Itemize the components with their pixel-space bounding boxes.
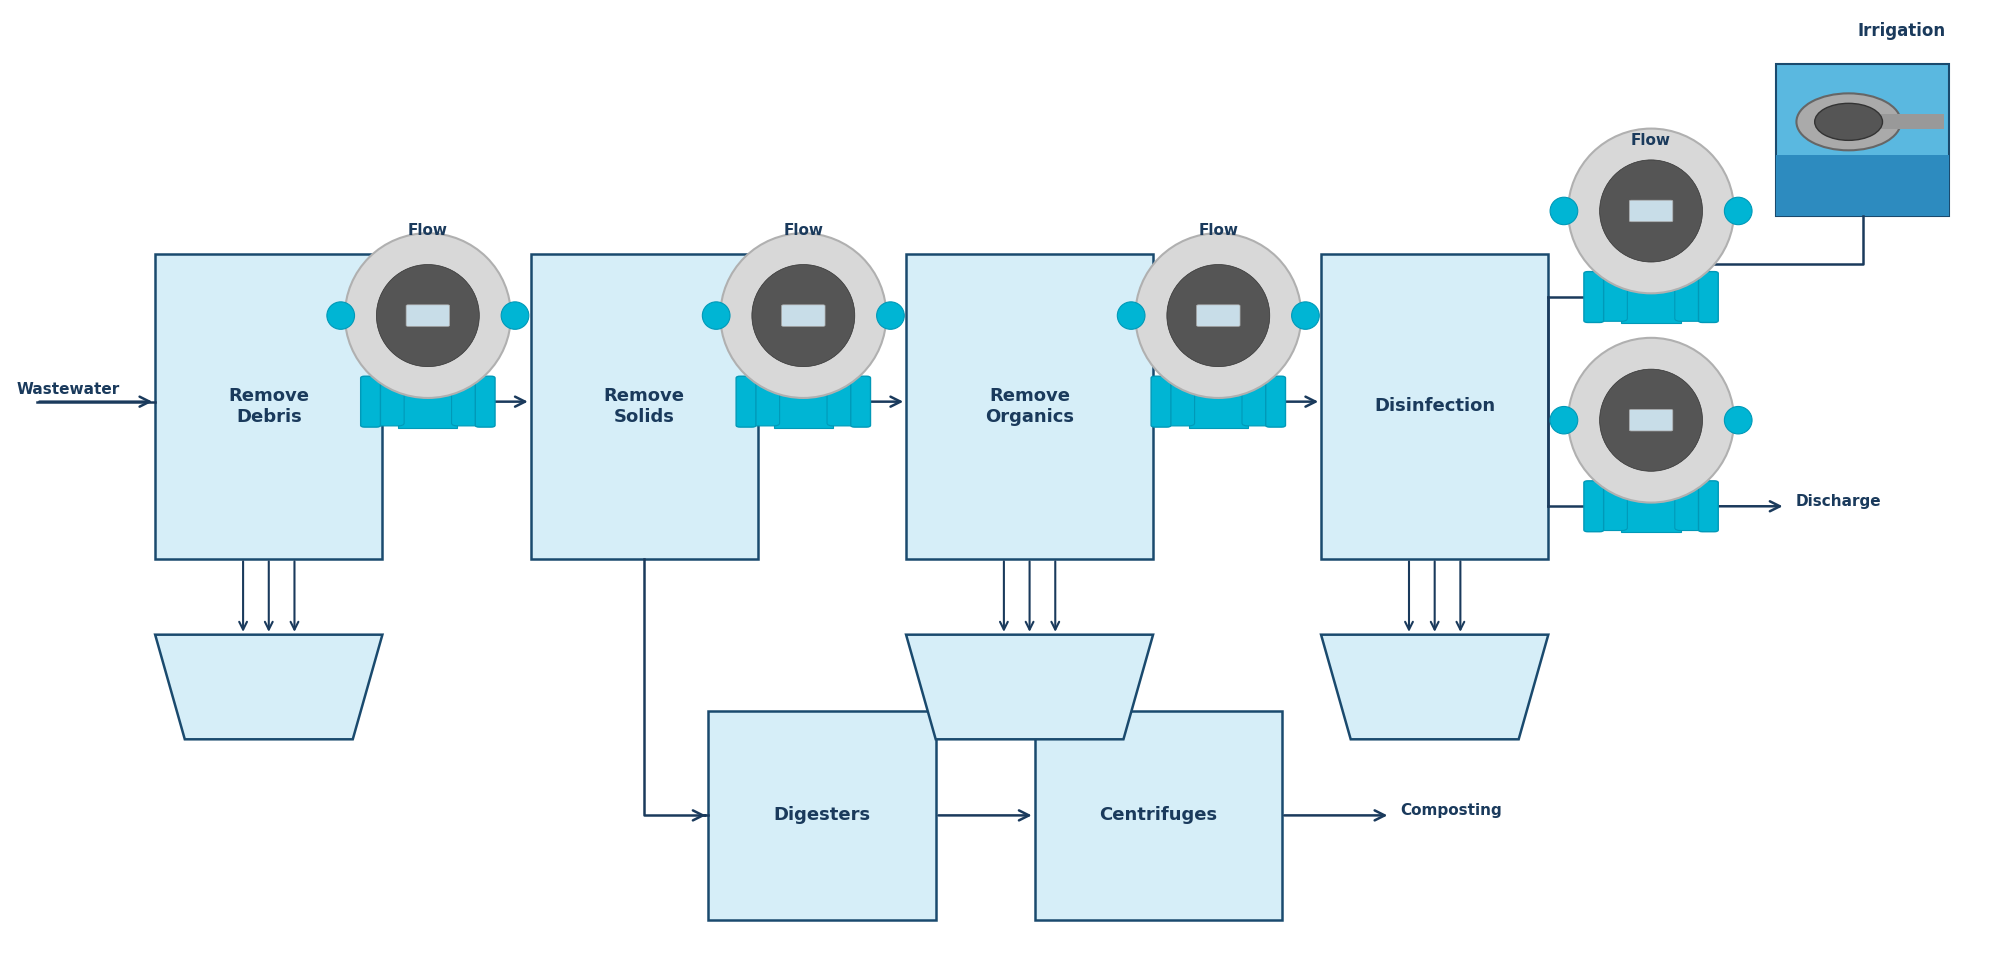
FancyBboxPatch shape <box>1629 463 1673 474</box>
Polygon shape <box>155 635 382 739</box>
FancyBboxPatch shape <box>1154 377 1193 426</box>
FancyBboxPatch shape <box>1583 481 1603 532</box>
Text: Composting: Composting <box>1400 803 1502 818</box>
Ellipse shape <box>702 302 730 329</box>
FancyBboxPatch shape <box>1848 114 1943 129</box>
FancyBboxPatch shape <box>782 359 825 370</box>
FancyBboxPatch shape <box>774 375 833 427</box>
Ellipse shape <box>1291 302 1319 329</box>
Text: Wastewater: Wastewater <box>16 382 119 397</box>
Text: Flow: Flow <box>408 223 448 238</box>
FancyBboxPatch shape <box>406 305 450 326</box>
FancyBboxPatch shape <box>905 254 1152 559</box>
FancyBboxPatch shape <box>851 376 869 427</box>
FancyBboxPatch shape <box>364 377 404 426</box>
FancyBboxPatch shape <box>1629 200 1673 222</box>
Ellipse shape <box>1796 94 1899 151</box>
Ellipse shape <box>501 302 529 329</box>
FancyBboxPatch shape <box>1774 64 1949 216</box>
Ellipse shape <box>1599 370 1703 471</box>
FancyBboxPatch shape <box>740 377 780 426</box>
Text: Disinfection: Disinfection <box>1374 398 1494 415</box>
FancyBboxPatch shape <box>1699 481 1717 532</box>
Text: Discharge: Discharge <box>1794 494 1880 509</box>
FancyBboxPatch shape <box>475 376 495 427</box>
FancyBboxPatch shape <box>1321 254 1547 559</box>
FancyBboxPatch shape <box>782 305 825 326</box>
FancyBboxPatch shape <box>1241 377 1281 426</box>
FancyBboxPatch shape <box>1774 155 1949 216</box>
Ellipse shape <box>877 302 903 329</box>
Text: Remove
Organics: Remove Organics <box>985 387 1074 426</box>
Ellipse shape <box>344 234 511 398</box>
Ellipse shape <box>752 264 855 367</box>
FancyBboxPatch shape <box>1675 273 1713 321</box>
Ellipse shape <box>1814 103 1882 140</box>
FancyBboxPatch shape <box>398 375 457 427</box>
FancyBboxPatch shape <box>1629 254 1673 264</box>
FancyBboxPatch shape <box>1150 376 1170 427</box>
FancyBboxPatch shape <box>1675 482 1713 531</box>
Ellipse shape <box>1549 197 1577 225</box>
Ellipse shape <box>376 264 479 367</box>
FancyBboxPatch shape <box>531 254 758 559</box>
FancyBboxPatch shape <box>827 377 865 426</box>
Text: Flow: Flow <box>784 223 823 238</box>
FancyBboxPatch shape <box>155 254 382 559</box>
Ellipse shape <box>1136 234 1301 398</box>
FancyBboxPatch shape <box>1587 273 1627 321</box>
Text: Flow: Flow <box>1631 132 1671 148</box>
FancyBboxPatch shape <box>1205 351 1229 375</box>
Text: Remove
Debris: Remove Debris <box>229 387 308 426</box>
FancyBboxPatch shape <box>1639 247 1663 271</box>
Ellipse shape <box>1567 338 1732 503</box>
Polygon shape <box>905 635 1152 739</box>
FancyBboxPatch shape <box>1699 271 1717 322</box>
Text: Flow: Flow <box>1197 223 1237 238</box>
Ellipse shape <box>1724 197 1750 225</box>
Ellipse shape <box>1724 406 1750 434</box>
FancyBboxPatch shape <box>708 711 935 920</box>
Ellipse shape <box>1599 160 1703 262</box>
FancyBboxPatch shape <box>406 359 450 370</box>
Text: Centrifuges: Centrifuges <box>1098 807 1217 824</box>
Polygon shape <box>1321 635 1547 739</box>
FancyBboxPatch shape <box>792 351 815 375</box>
FancyBboxPatch shape <box>1195 359 1239 370</box>
Ellipse shape <box>720 234 885 398</box>
FancyBboxPatch shape <box>1621 271 1681 323</box>
FancyBboxPatch shape <box>416 351 440 375</box>
FancyBboxPatch shape <box>1629 409 1673 431</box>
FancyBboxPatch shape <box>1587 482 1627 531</box>
FancyBboxPatch shape <box>1583 271 1603 322</box>
FancyBboxPatch shape <box>736 376 756 427</box>
FancyBboxPatch shape <box>1639 456 1663 481</box>
Text: Irrigation: Irrigation <box>1858 22 1945 41</box>
Ellipse shape <box>1166 264 1269 367</box>
Text: Remove
Solids: Remove Solids <box>603 387 684 426</box>
Ellipse shape <box>1549 406 1577 434</box>
Ellipse shape <box>1567 128 1732 293</box>
FancyBboxPatch shape <box>1265 376 1285 427</box>
FancyBboxPatch shape <box>1034 711 1281 920</box>
Text: Digesters: Digesters <box>774 807 871 824</box>
Ellipse shape <box>1116 302 1144 329</box>
FancyBboxPatch shape <box>1621 481 1681 533</box>
Ellipse shape <box>326 302 354 329</box>
FancyBboxPatch shape <box>452 377 491 426</box>
FancyBboxPatch shape <box>360 376 380 427</box>
FancyBboxPatch shape <box>1195 305 1239 326</box>
FancyBboxPatch shape <box>1187 375 1247 427</box>
